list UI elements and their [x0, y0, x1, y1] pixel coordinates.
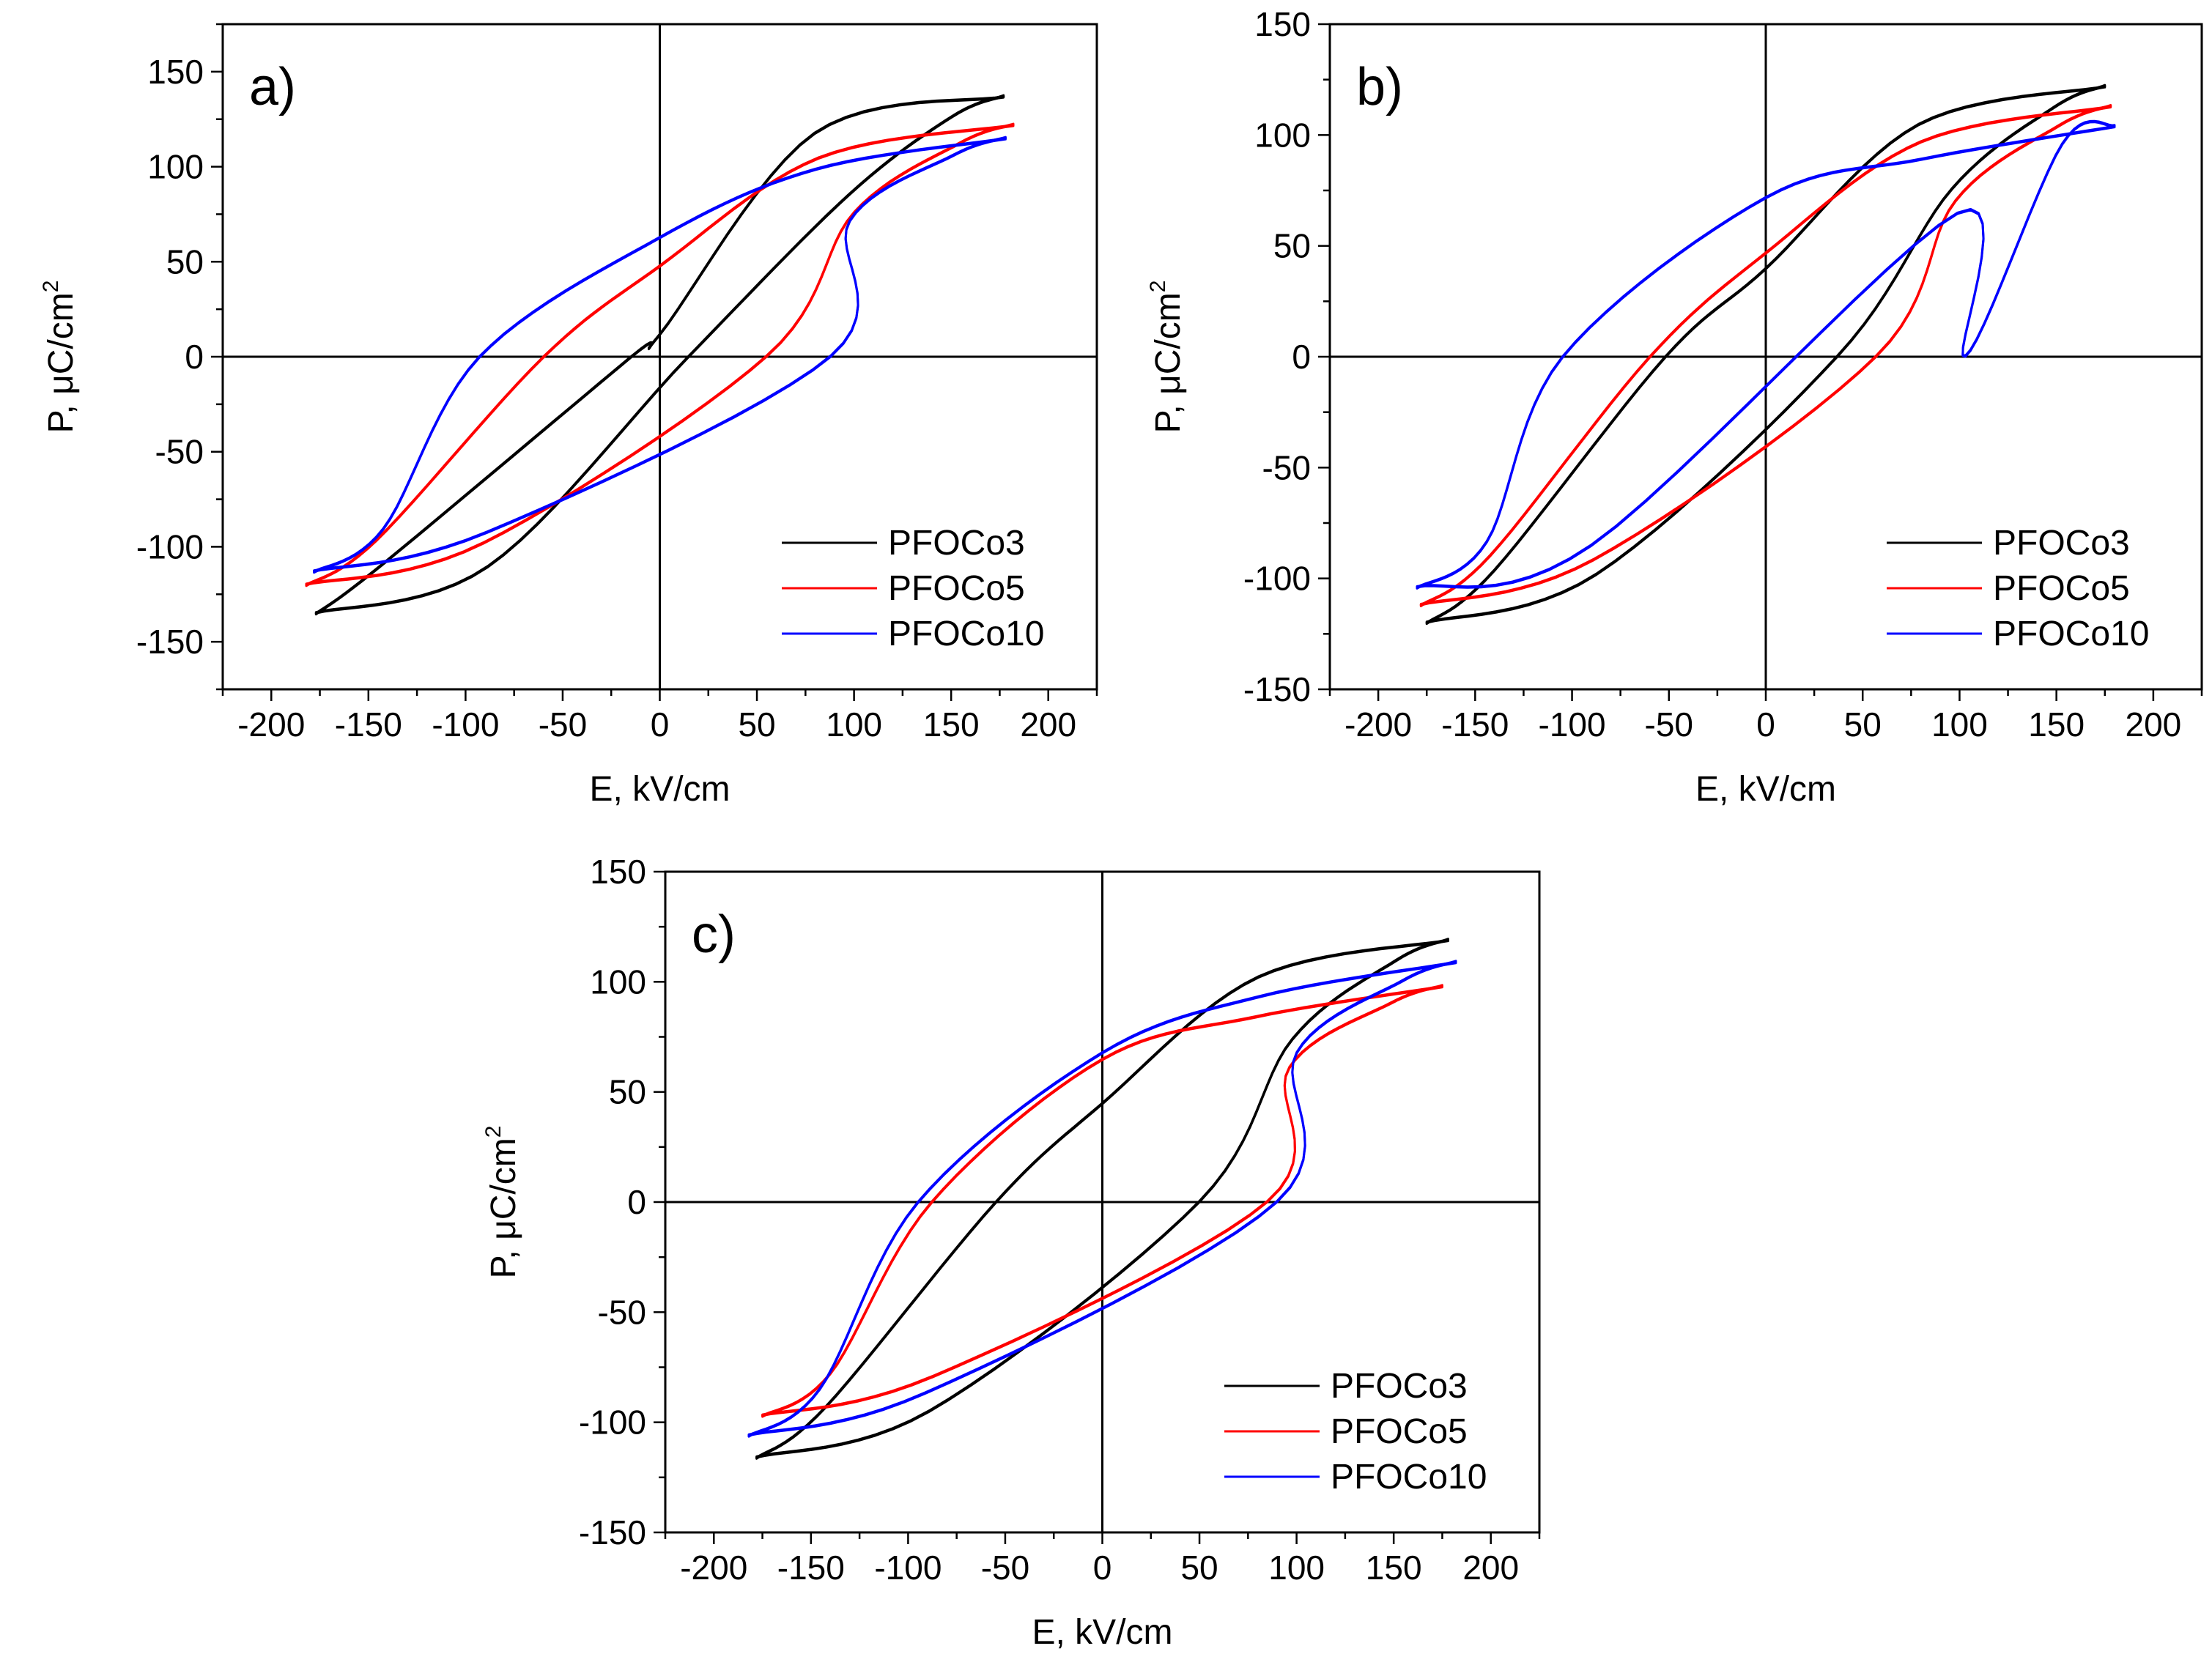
legend-label-pfoco3: PFOCo3: [1993, 524, 2130, 563]
x-tick-label: 50: [738, 705, 775, 743]
x-tick-label: -50: [981, 1549, 1029, 1587]
panel-a: -200 -150 -100 -50 0 50 100 150 200 -150 -100 -50 0 5…: [39, 23, 1098, 809]
x-tick-label: -200: [680, 1549, 747, 1587]
x-tick-label: 50: [1180, 1549, 1218, 1587]
y-axis-title-main: P, μC/cm: [1149, 292, 1188, 433]
y-tick-label: -100: [1243, 560, 1311, 598]
hysteresis-loop-pfoco5: [761, 984, 1443, 1418]
x-tick-label: 0: [1756, 705, 1775, 743]
x-tick-label: -150: [777, 1549, 845, 1587]
x-tick-label: 50: [1844, 705, 1882, 743]
y-axis-title: P, μC/cm2: [1146, 281, 1188, 434]
y-tick-label: -100: [136, 527, 204, 565]
x-tick-label: 0: [1093, 1549, 1112, 1587]
y-tick-label: 50: [609, 1073, 646, 1111]
y-tick-label: -50: [598, 1293, 646, 1331]
legend-label-pfoco5: PFOCo5: [1993, 569, 2130, 608]
hysteresis-loop-pfoco10: [1416, 119, 2116, 590]
y-tick-label: 150: [590, 853, 646, 891]
legend-label-pfoco10: PFOCo10: [1993, 615, 2149, 653]
y-tick-label: -150: [579, 1513, 646, 1551]
y-tick-label: -50: [155, 433, 204, 471]
y-axis-title-superscript: 2: [39, 281, 63, 293]
hysteresis-loop-pfoco10: [747, 960, 1457, 1438]
y-axis-title: P, μC/cm2: [481, 1126, 523, 1279]
hysteresis-loop-pfoco10: [313, 136, 1007, 574]
x-tick-label: -200: [237, 705, 305, 743]
x-tick-label: -50: [1645, 705, 1693, 743]
y-tick-label: 150: [1254, 5, 1311, 43]
legend-label-pfoco5: PFOCo5: [1331, 1412, 1468, 1451]
y-tick-label: -100: [579, 1403, 646, 1442]
y-axis-title-superscript: 2: [481, 1126, 506, 1138]
y-tick-label: 150: [147, 53, 204, 91]
x-tick-label: -100: [1539, 705, 1606, 743]
hysteresis-loop-pfoco5: [305, 122, 1015, 587]
y-axis-title-main: P, μC/cm: [484, 1138, 523, 1278]
y-tick-label: 0: [1292, 338, 1311, 376]
x-tick-label: 0: [651, 705, 670, 743]
x-tick-label: 150: [1366, 1549, 1422, 1587]
x-tick-label: -100: [432, 705, 499, 743]
y-tick-label: -150: [136, 623, 204, 661]
y-tick-label: 100: [590, 963, 646, 1001]
x-axis-title: E, kV/cm: [1032, 1613, 1172, 1652]
hysteresis-loop-pfoco3: [314, 94, 1005, 616]
legend-label-pfoco3: PFOCo3: [888, 524, 1025, 563]
x-tick-label: -200: [1344, 705, 1412, 743]
x-tick-label: 150: [923, 705, 980, 743]
x-axis-title: E, kV/cm: [589, 770, 730, 809]
y-tick-label: 50: [1273, 227, 1311, 265]
y-tick-label: 0: [185, 338, 204, 376]
panel-label: a): [249, 58, 296, 116]
y-axis-title: P, μC/cm2: [39, 281, 81, 434]
panel-label: b): [1356, 58, 1403, 116]
y-tick-label: 50: [166, 242, 204, 281]
x-tick-label: 200: [2126, 705, 2182, 743]
panel-label: c): [692, 905, 736, 964]
x-tick-label: -50: [539, 705, 587, 743]
legend-label-pfoco5: PFOCo5: [888, 569, 1025, 608]
panel-b: -200 -150 -100 -50 0 50 100 150 200 -150 -100 -50 0 5…: [1146, 5, 2203, 809]
legend-label-pfoco3: PFOCo3: [1331, 1367, 1468, 1406]
panel-c: -200 -150 -100 -50 0 50 100 150 200 -150 -100 -50 0 5…: [481, 853, 1541, 1652]
x-axis-title: E, kV/cm: [1695, 770, 1836, 809]
x-tick-label: 200: [1020, 705, 1076, 743]
legend-label-pfoco10: PFOCo10: [1331, 1458, 1487, 1497]
x-tick-label: -150: [335, 705, 402, 743]
y-tick-label: 100: [147, 148, 204, 186]
y-axis-title-superscript: 2: [1146, 281, 1170, 293]
legend-label-pfoco10: PFOCo10: [888, 615, 1044, 653]
hysteresis-loop-pfoco3: [755, 938, 1449, 1460]
x-tick-label: -150: [1441, 705, 1509, 743]
x-tick-label: 100: [1268, 1549, 1325, 1587]
y-tick-label: -150: [1243, 670, 1311, 708]
x-tick-label: 200: [1462, 1549, 1519, 1587]
x-tick-label: 100: [1931, 705, 1988, 743]
x-tick-label: -100: [874, 1549, 942, 1587]
y-axis-title-main: P, μC/cm: [42, 292, 81, 433]
hysteresis-loop-pfoco5: [1419, 104, 2112, 607]
x-tick-label: 150: [2028, 705, 2085, 743]
x-tick-label: 100: [826, 705, 882, 743]
y-tick-label: 0: [627, 1183, 646, 1221]
y-tick-label: -50: [1262, 448, 1311, 486]
y-tick-label: 100: [1254, 116, 1311, 154]
hysteresis-loop-pfoco3: [1425, 84, 2106, 626]
